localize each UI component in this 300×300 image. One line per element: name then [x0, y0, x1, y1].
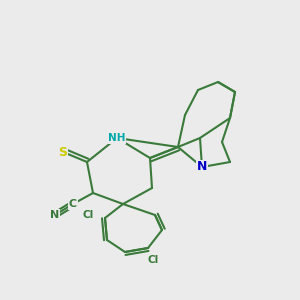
Text: NH: NH: [108, 133, 126, 143]
Text: N: N: [197, 160, 207, 173]
Text: N: N: [50, 210, 60, 220]
Text: Cl: Cl: [147, 255, 159, 265]
Text: Cl: Cl: [82, 210, 94, 220]
Text: C: C: [69, 199, 77, 209]
Text: S: S: [58, 146, 68, 158]
